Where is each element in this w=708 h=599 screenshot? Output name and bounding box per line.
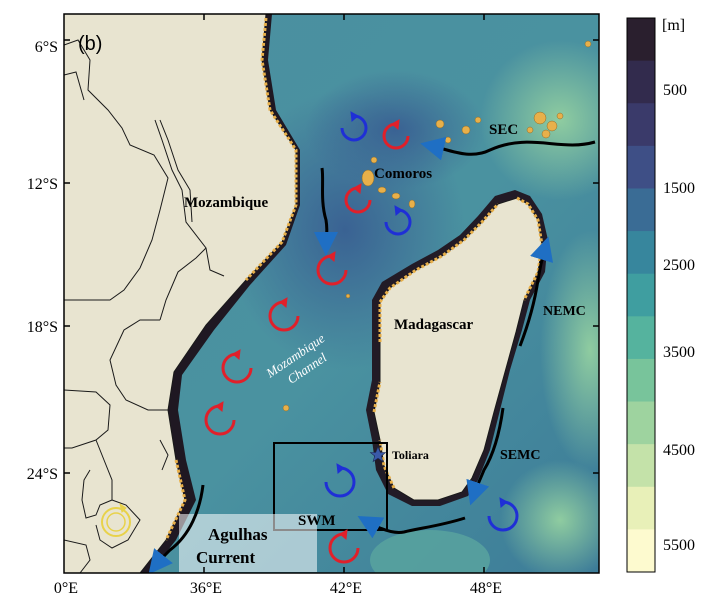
east-shallow-shading: [540, 230, 599, 470]
eddies: [101, 111, 519, 564]
swm-arrow: [357, 516, 466, 539]
label-swm: SWM: [298, 513, 336, 529]
frame-ticks: [64, 14, 599, 573]
label-madagascar: Madagascar: [394, 317, 473, 333]
y-tick-label: 6°S: [35, 39, 58, 56]
madagascar-land: [373, 197, 543, 501]
y-tick-label: 24°S: [27, 466, 58, 483]
country-borders: [64, 39, 225, 573]
colorbar-band: [627, 273, 655, 317]
mascarene-plateau-shading: [480, 40, 599, 200]
x-tick-label: 0°E: [54, 580, 78, 597]
eddy-anticyclonic: [316, 251, 348, 286]
colorbar-band: [627, 103, 655, 147]
eddy-anticyclonic: [204, 401, 236, 436]
eddy-anticyclonic: [221, 349, 253, 384]
eddy-cyclonic: [384, 205, 412, 236]
sec-arrow: [420, 136, 596, 161]
madagascar-ridge-shading: [370, 530, 490, 573]
label-toliara: Toliara: [392, 448, 429, 462]
colorbar-ticks: 500 1500 2500 3500 4500 5500: [663, 82, 695, 554]
colorbar-tick-label: 500: [663, 82, 687, 99]
colorbar-band: [627, 401, 655, 445]
southeast-shallow-shading: [500, 460, 599, 573]
label-agulhas-line1: Agulhas: [208, 525, 268, 544]
colorbar-band: [627, 231, 655, 275]
eddy-cyclonic: [324, 463, 356, 498]
outer-islands: [282, 40, 592, 412]
depth-colorbar: [627, 18, 655, 573]
colorbar-band: [627, 188, 655, 232]
swm-box: [273, 442, 388, 531]
x-tick-label: 36°E: [190, 580, 222, 597]
eddy-anticyclonic: [268, 297, 300, 332]
agulhas-label-box: [179, 514, 317, 572]
x-tick-label: 48°E: [470, 580, 502, 597]
label-agulhas-line2: Current: [196, 548, 256, 567]
current-arrows: [148, 136, 596, 573]
colorbar-band: [627, 316, 655, 360]
y-tick-label: 18°S: [27, 319, 58, 336]
eddy-anticyclonic: [328, 529, 360, 564]
african-reef: [164, 17, 298, 541]
colorbar-band: [627, 60, 655, 104]
eddy-cyclonic: [340, 111, 368, 142]
colorbar-tick-label: 1500: [663, 180, 695, 197]
colorbar-band: [627, 358, 655, 403]
label-mozambique: Mozambique: [184, 195, 269, 211]
x-axis-labels: 0°E 36°E 42°E 48°E: [54, 580, 502, 597]
label-nemc: NEMC: [543, 304, 586, 319]
y-axis-labels: 6°S 12°S 18°S 24°S: [27, 39, 58, 483]
map-frame: [63, 13, 600, 574]
channel-arrow-1: [314, 167, 339, 256]
colorbar-tick-label: 5500: [663, 537, 695, 554]
label-comoros: Comoros: [374, 166, 432, 182]
agulhas-arrow: [148, 484, 205, 573]
y-tick-label: 12°S: [27, 176, 58, 193]
semc-arrow: [466, 407, 505, 506]
colorbar-unit: [m]: [662, 17, 685, 34]
eddy-cyclonic: [487, 497, 519, 532]
colorbar-tick-label: 4500: [663, 442, 695, 459]
x-tick-label: 42°E: [330, 580, 362, 597]
label-sec: SEC: [489, 122, 518, 138]
colorbar-band: [627, 529, 655, 573]
comoros-islands: [361, 156, 416, 209]
nemc-arrow: [518, 236, 554, 347]
colorbar-band: [627, 145, 655, 189]
panel-label: (b): [78, 33, 102, 55]
colorbar-band: [627, 444, 655, 488]
eddy-yellow: [101, 502, 131, 537]
colorbar-frame: [626, 17, 656, 573]
colorbar-tick-label: 3500: [663, 344, 695, 361]
toliara-star: [369, 446, 387, 463]
eddy-anticyclonic: [344, 183, 372, 214]
label-semc: SEMC: [500, 448, 540, 463]
colorbar-tick-label: 2500: [663, 257, 695, 274]
eddy-anticyclonic: [382, 119, 410, 150]
colorbar-band: [627, 486, 655, 530]
colorbar-band: [627, 18, 655, 62]
